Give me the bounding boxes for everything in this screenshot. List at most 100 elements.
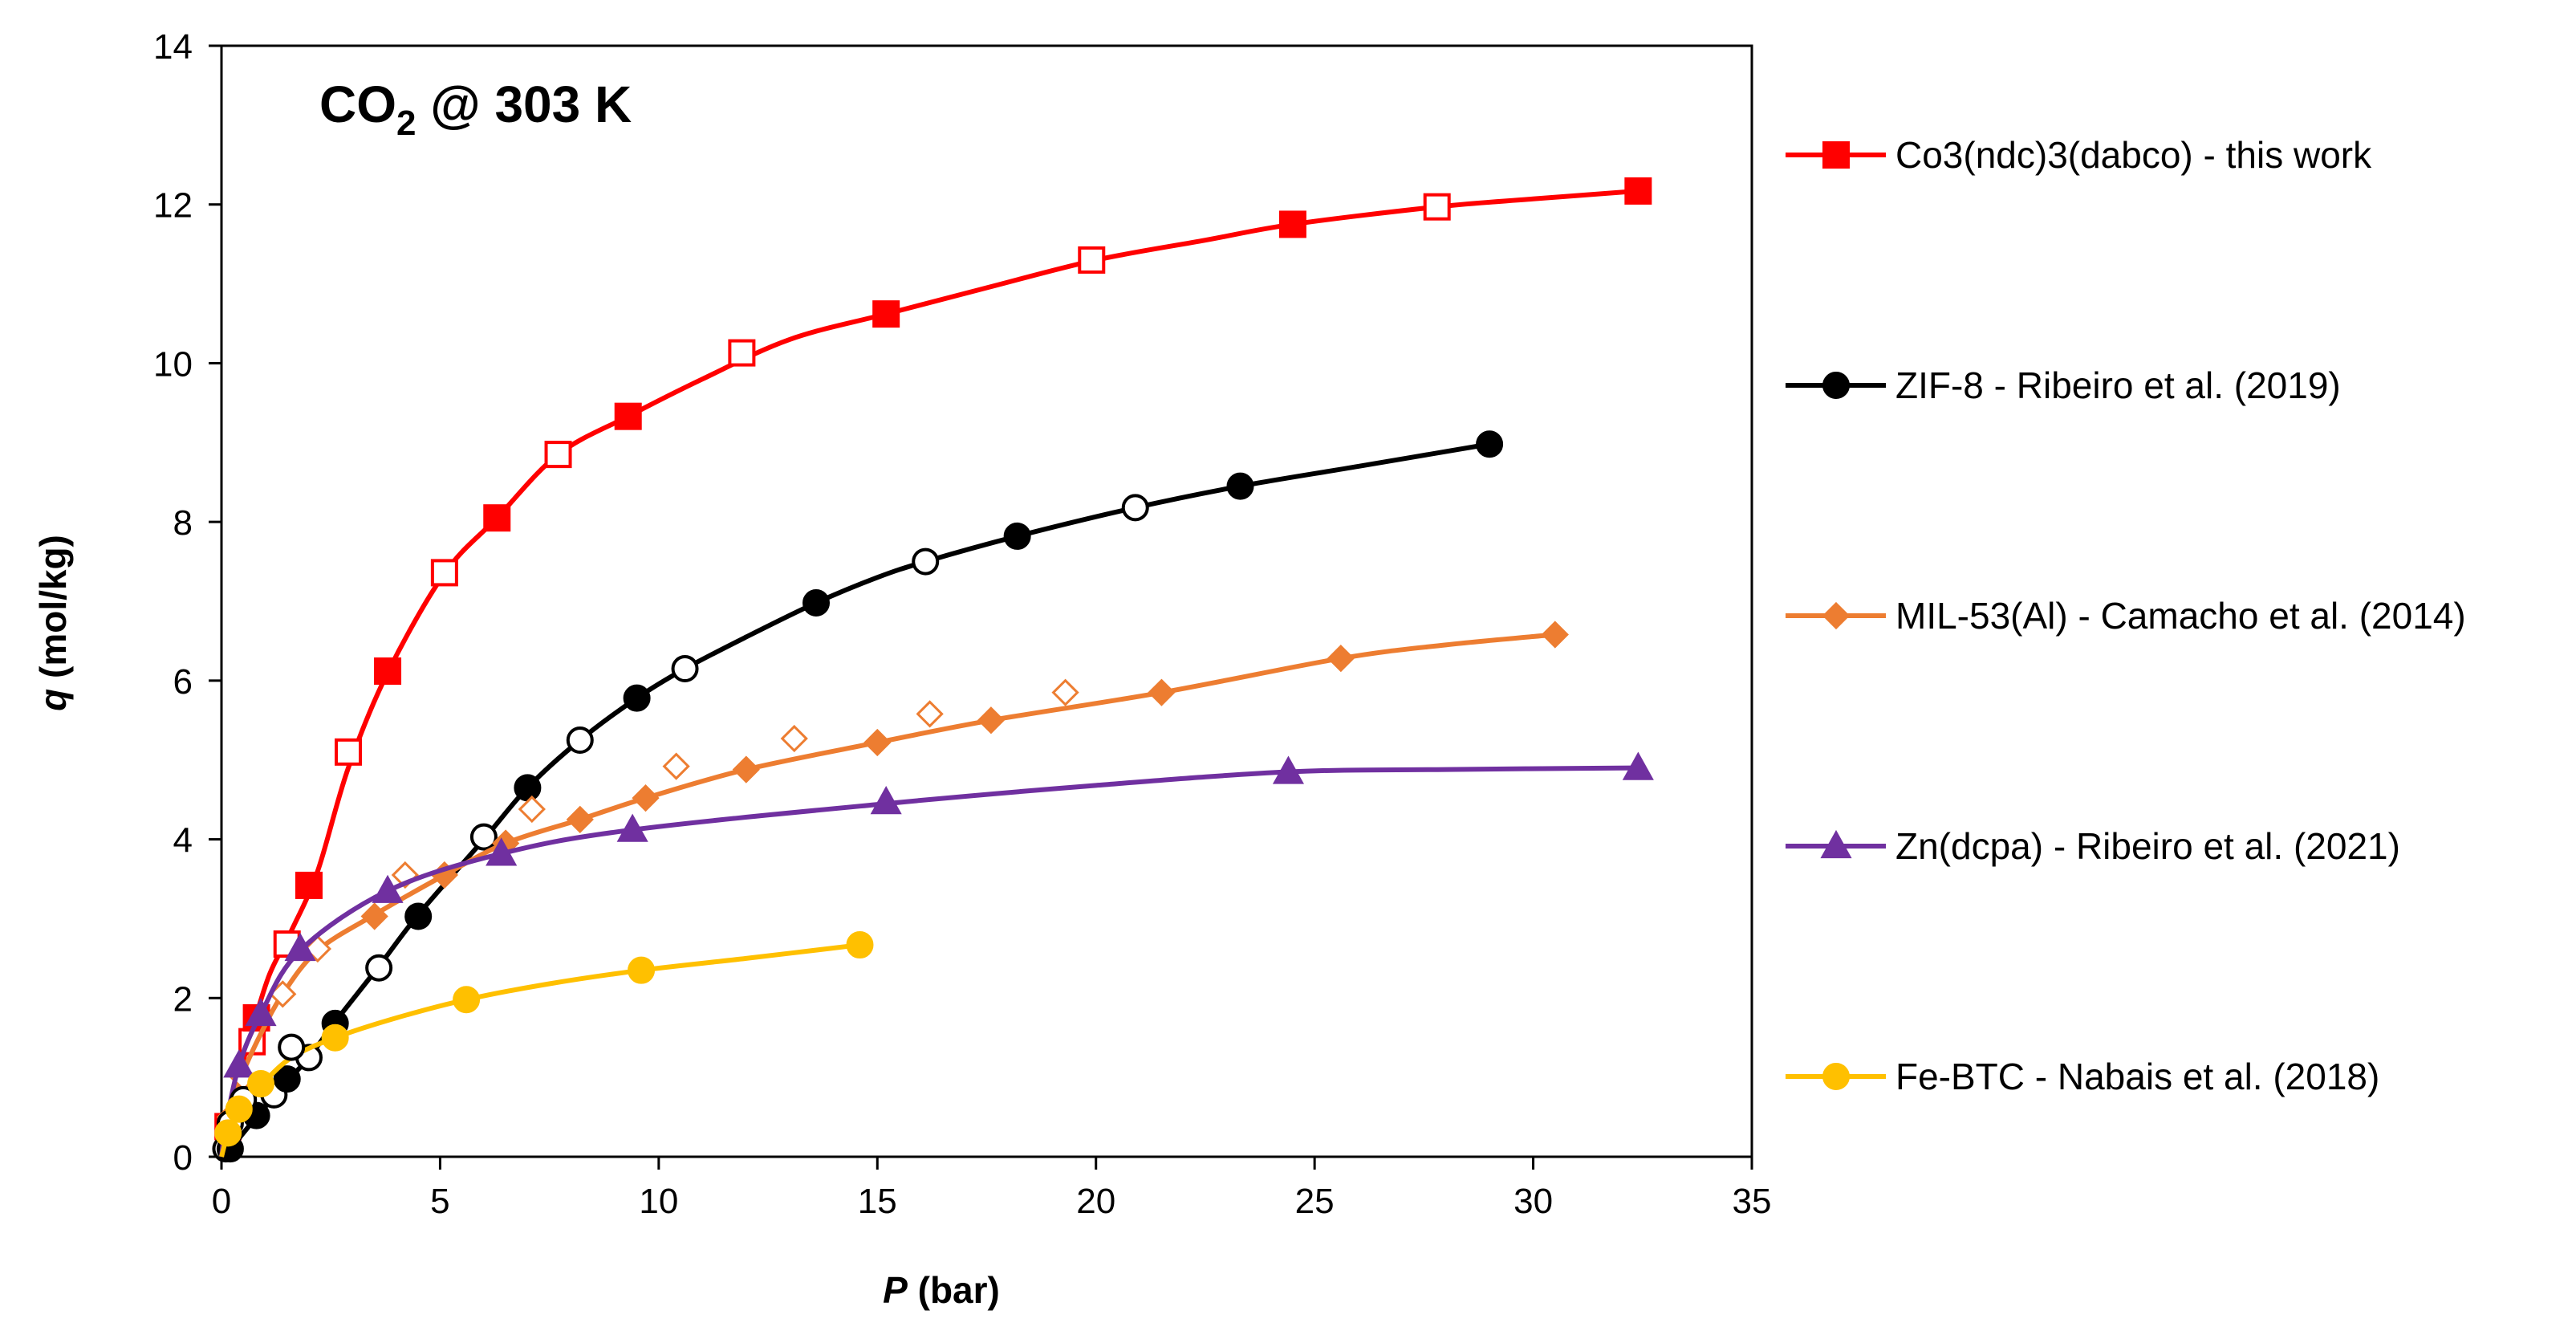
data-point-open [1423, 193, 1451, 221]
x-tick-label: 20 [1076, 1182, 1115, 1221]
data-point-filled [1272, 755, 1305, 784]
legend-label: Zn(dcpa) - Ribeiro et al. (2021) [1895, 825, 2400, 867]
y-tick-label: 6 [173, 662, 193, 702]
y-tick-label: 2 [173, 979, 193, 1019]
y-tick-label: 14 [153, 27, 193, 67]
y-tick-label: 10 [153, 344, 193, 384]
data-point-open [728, 339, 756, 367]
data-point-filled [846, 931, 874, 959]
x-tick-label: 10 [639, 1182, 678, 1221]
data-point-filled [1003, 522, 1031, 550]
data-point-open [566, 726, 594, 754]
data-point-filled [223, 1049, 255, 1078]
data-point-open [365, 954, 393, 982]
chart-title: CO2 @ 303 K [319, 75, 632, 143]
data-point-filled [374, 657, 402, 685]
legend-entry-3: Zn(dcpa) - Ribeiro et al. (2021) [1786, 825, 2400, 867]
data-point-open [518, 795, 546, 824]
data-point-open [469, 823, 498, 851]
data-point-filled [273, 1065, 301, 1093]
x-tick-label: 5 [430, 1182, 449, 1221]
data-point-open [1121, 494, 1149, 522]
data-point-filled [872, 300, 900, 328]
data-point-filled [802, 588, 831, 617]
data-point-filled [225, 1095, 253, 1123]
data-point-filled [1622, 751, 1654, 780]
legend-entry-2: MIL-53(Al) - Camacho et al. (2014) [1786, 595, 2466, 637]
data-point-filled [514, 774, 542, 802]
data-point-filled [284, 932, 316, 962]
x-tick-label: 25 [1295, 1182, 1335, 1221]
data-point-open [278, 1033, 306, 1061]
data-point-filled [977, 706, 1006, 735]
data-point-filled [247, 1070, 275, 1098]
x-tick-label: 0 [212, 1182, 231, 1221]
data-point-open [1078, 246, 1106, 274]
data-point-filled [1541, 621, 1569, 649]
data-point-open [1051, 678, 1079, 706]
legend-marker [1822, 1063, 1850, 1090]
y-axis-label: q (mol/kg) [32, 535, 74, 711]
data-point-filled [870, 786, 902, 815]
series-0 [214, 177, 1652, 1158]
data-point-filled [486, 837, 518, 866]
data-point-filled [453, 986, 481, 1014]
series-line [219, 632, 1556, 1158]
y-tick-label: 4 [173, 821, 193, 861]
data-point-filled [1327, 645, 1355, 673]
data-point-filled [245, 997, 277, 1027]
chart-title-subscript: 2 [396, 104, 416, 143]
data-point-filled [1476, 430, 1504, 458]
legend: Co3(ndc)3(dabco) - this work ZIF-8 - Ribe… [1786, 134, 2466, 1097]
legend-entry-4: Fe-BTC - Nabais et al. (2018) [1786, 1056, 2379, 1097]
x-tick-label: 15 [858, 1182, 897, 1221]
data-point-open [912, 547, 940, 576]
x-tick-label: 30 [1514, 1182, 1553, 1221]
series-4 [214, 931, 874, 1158]
y-tick-label: 0 [173, 1138, 193, 1178]
axes: 0 5 10 15 20 25 30 35 0 2 4 6 8 10 12 14 [153, 27, 1771, 1221]
data-point-filled [1624, 177, 1652, 205]
y-tick-label: 8 [173, 503, 193, 543]
data-point-filled [623, 684, 651, 712]
legend-marker [1822, 372, 1850, 399]
data-point-filled [616, 813, 648, 842]
data-point-filled [628, 956, 656, 984]
chart-title-suffix: @ 303 K [416, 75, 632, 133]
data-point-filled [372, 874, 404, 903]
legend-label: Fe-BTC - Nabais et al. (2018) [1895, 1056, 2379, 1097]
data-point-filled [1226, 472, 1254, 500]
legend-label: MIL-53(Al) - Camacho et al. (2014) [1895, 595, 2466, 637]
data-point-open [916, 700, 944, 728]
data-point-open [335, 738, 363, 766]
data-point-filled [295, 871, 323, 899]
data-point-filled [404, 902, 433, 930]
legend-marker [1822, 141, 1850, 169]
data-point-filled [566, 805, 594, 833]
legend-marker [1820, 829, 1852, 859]
x-tick-label: 35 [1733, 1182, 1772, 1221]
x-axis-label: P (bar) [883, 1269, 1000, 1311]
data-point-filled [214, 1119, 242, 1147]
data-point-filled [1278, 210, 1306, 238]
legend-entry-0: Co3(ndc)3(dabco) - this work [1786, 134, 2372, 176]
plot-area [220, 44, 1753, 1158]
data-point-filled [1148, 678, 1176, 706]
data-point-filled [614, 402, 642, 430]
y-tick-label: 12 [153, 186, 193, 226]
series-3 [219, 751, 1654, 1158]
data-point-open [780, 724, 808, 753]
data-point-open [391, 861, 419, 889]
data-point-filled [732, 755, 760, 783]
series-layer [212, 177, 1654, 1163]
legend-label: ZIF-8 - Ribeiro et al. (2019) [1895, 364, 2341, 406]
data-point-filled [863, 728, 892, 757]
legend-label: Co3(ndc)3(dabco) - this work [1895, 134, 2372, 176]
data-point-filled [321, 1024, 349, 1052]
data-point-open [671, 655, 699, 683]
data-point-filled [483, 504, 511, 532]
data-point-filled [632, 784, 660, 812]
data-point-filled [360, 902, 388, 930]
legend-entry-1: ZIF-8 - Ribeiro et al. (2019) [1786, 364, 2341, 406]
